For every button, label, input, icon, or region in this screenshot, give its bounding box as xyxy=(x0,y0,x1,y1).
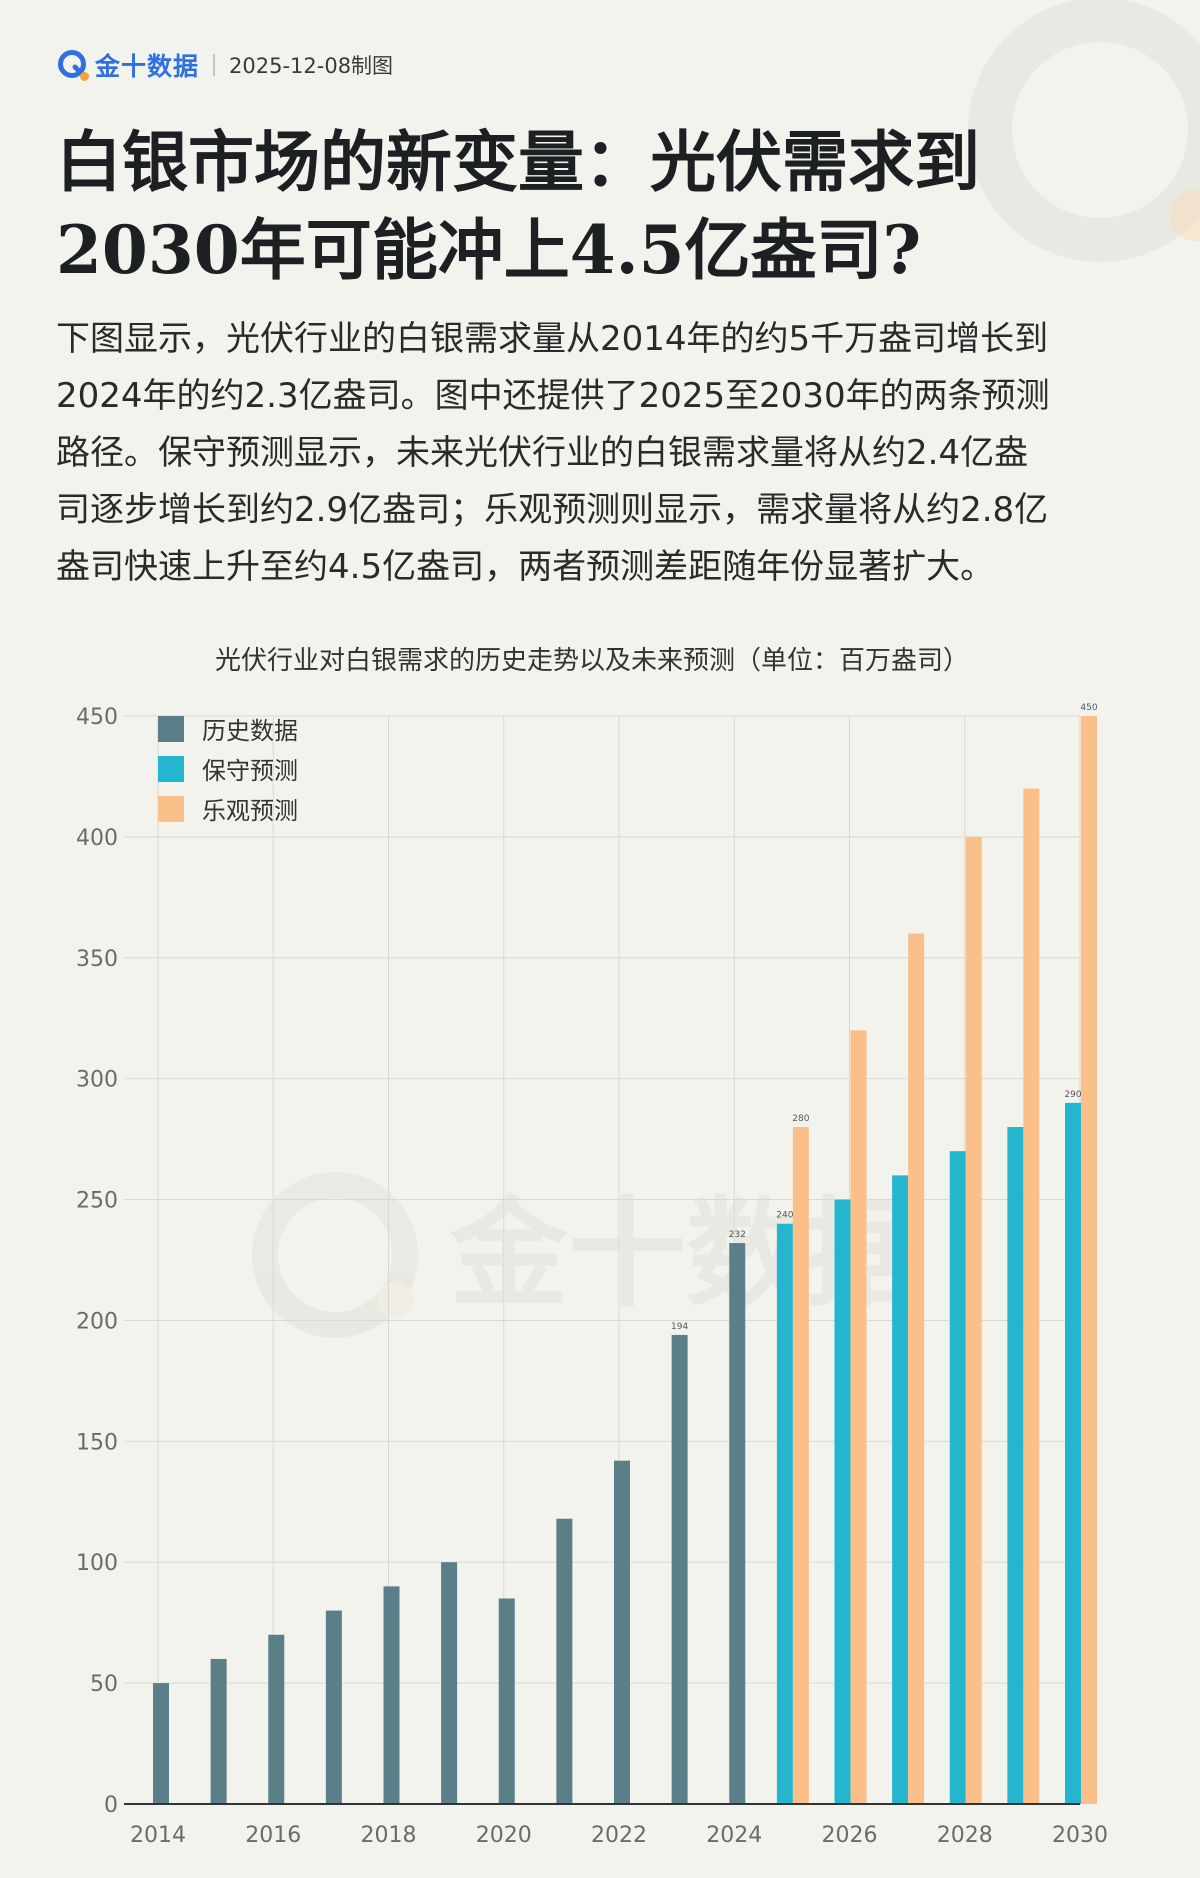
bar-history xyxy=(671,1334,688,1804)
description-line: 盎司快速上升至约4.5亿盎司，两者预测差距随年份显著扩大。 xyxy=(56,547,995,587)
bar-conservative xyxy=(892,1175,909,1804)
bar-optimistic xyxy=(965,836,982,1804)
data-label: 280 xyxy=(792,1114,809,1124)
x-tick-label: 2030 xyxy=(1052,1823,1108,1848)
x-tick-label: 2018 xyxy=(361,1823,417,1848)
y-tick-label: 300 xyxy=(76,1068,118,1093)
brand-name: 金十数据 xyxy=(95,52,200,81)
description-line: 2024年的约2.3亿盎司。图中还提供了2025至2030年的两条预测 xyxy=(56,376,1050,416)
chart-title: 光伏行业对白银需求的历史走势以及未来预测（单位：百万盎司） xyxy=(215,646,969,676)
x-tick-label: 2014 xyxy=(130,1823,186,1848)
legend-label: 历史数据 xyxy=(202,717,298,745)
description-line: 司逐步增长到约2.9亿盎司；乐观预测则显示，需求量将从约2.8亿 xyxy=(56,490,1049,530)
header: 金十数据 2025-12-08制图 xyxy=(56,48,393,82)
bar-history xyxy=(729,1243,746,1804)
bar-history xyxy=(268,1634,285,1804)
y-tick-label: 100 xyxy=(76,1551,118,1576)
bar-conservative xyxy=(1007,1127,1024,1804)
legend-swatch-conservative xyxy=(158,756,184,782)
chart-data-labels: 194 232 240 290 280 450 xyxy=(671,703,1098,1332)
data-label: 240 xyxy=(776,1211,793,1221)
chart-grid xyxy=(124,715,1081,1804)
bar-optimistic xyxy=(850,1030,867,1804)
data-label: 450 xyxy=(1080,703,1097,713)
x-tick-label: 2024 xyxy=(706,1823,762,1848)
y-tick-label: 350 xyxy=(76,947,118,972)
chart-bars xyxy=(153,716,1097,1804)
x-tick-label: 2016 xyxy=(245,1823,301,1848)
legend-label: 乐观预测 xyxy=(202,797,298,825)
title-line: 2030年可能冲上4.5亿盎司? xyxy=(56,211,922,289)
bar-optimistic xyxy=(1023,788,1040,1804)
bar-optimistic xyxy=(792,1127,809,1804)
x-tick-label: 2028 xyxy=(937,1823,993,1848)
brand-logo: 金十数据 xyxy=(56,47,199,83)
legend-label: 保守预测 xyxy=(202,757,298,785)
y-tick-label: 450 xyxy=(76,705,118,730)
y-tick-label: 0 xyxy=(104,1793,118,1818)
bar-optimistic xyxy=(1081,716,1097,1804)
description: 下图显示，光伏行业的白银需求量从2014年的约5千万盎司增长到 2024年的约2… xyxy=(56,311,1156,596)
x-tick-label: 2020 xyxy=(476,1823,532,1848)
bar-conservative xyxy=(776,1223,793,1804)
data-label: 290 xyxy=(1064,1090,1081,1100)
jin10-logo-icon xyxy=(58,50,89,81)
bar-history xyxy=(441,1562,458,1804)
chart-axes: 2014 2016 2018 2020 2022 2024 2026 2028 2030 0 50 1… xyxy=(76,705,1108,1848)
bar-optimistic xyxy=(908,933,925,1804)
bar-history xyxy=(153,1683,169,1804)
description-line: 下图显示，光伏行业的白银需求量从2014年的约5千万盎司增长到 xyxy=(56,319,1049,359)
title-line: 白银市场的新变量：光伏需求到 xyxy=(56,123,980,201)
header-divider xyxy=(213,54,216,76)
data-label: 194 xyxy=(671,1322,688,1332)
bar-history xyxy=(383,1586,400,1804)
bar-history xyxy=(614,1460,630,1804)
bar-history xyxy=(556,1518,573,1804)
y-tick-label: 150 xyxy=(76,1430,118,1455)
bar-history xyxy=(210,1658,227,1804)
description-line: 路径。保守预测显示，未来光伏行业的白银需求量将从约2.4亿盎 xyxy=(56,433,1029,473)
page-title: 白银市场的新变量：光伏需求到 2030年可能冲上4.5亿盎司? xyxy=(56,118,1156,294)
publish-date: 2025-12-08制图 xyxy=(229,54,394,78)
data-label: 232 xyxy=(729,1230,746,1240)
y-tick-label: 250 xyxy=(76,1189,118,1214)
bar-history xyxy=(325,1610,342,1804)
bar-conservative xyxy=(834,1199,851,1804)
y-tick-label: 50 xyxy=(90,1672,118,1697)
bar-conservative xyxy=(949,1151,966,1804)
legend-swatch-optimistic xyxy=(158,796,184,822)
y-tick-label: 400 xyxy=(76,826,118,851)
x-tick-label: 2022 xyxy=(591,1823,647,1848)
bar-history xyxy=(498,1598,515,1804)
bar-chart: 光伏行业对白银需求的历史走势以及未来预测（单位：百万盎司） 1942322402… xyxy=(76,646,1108,1848)
bar-conservative xyxy=(1065,1102,1081,1804)
y-tick-label: 200 xyxy=(76,1309,118,1334)
legend-swatch-history xyxy=(158,716,184,742)
x-tick-label: 2026 xyxy=(822,1823,878,1848)
